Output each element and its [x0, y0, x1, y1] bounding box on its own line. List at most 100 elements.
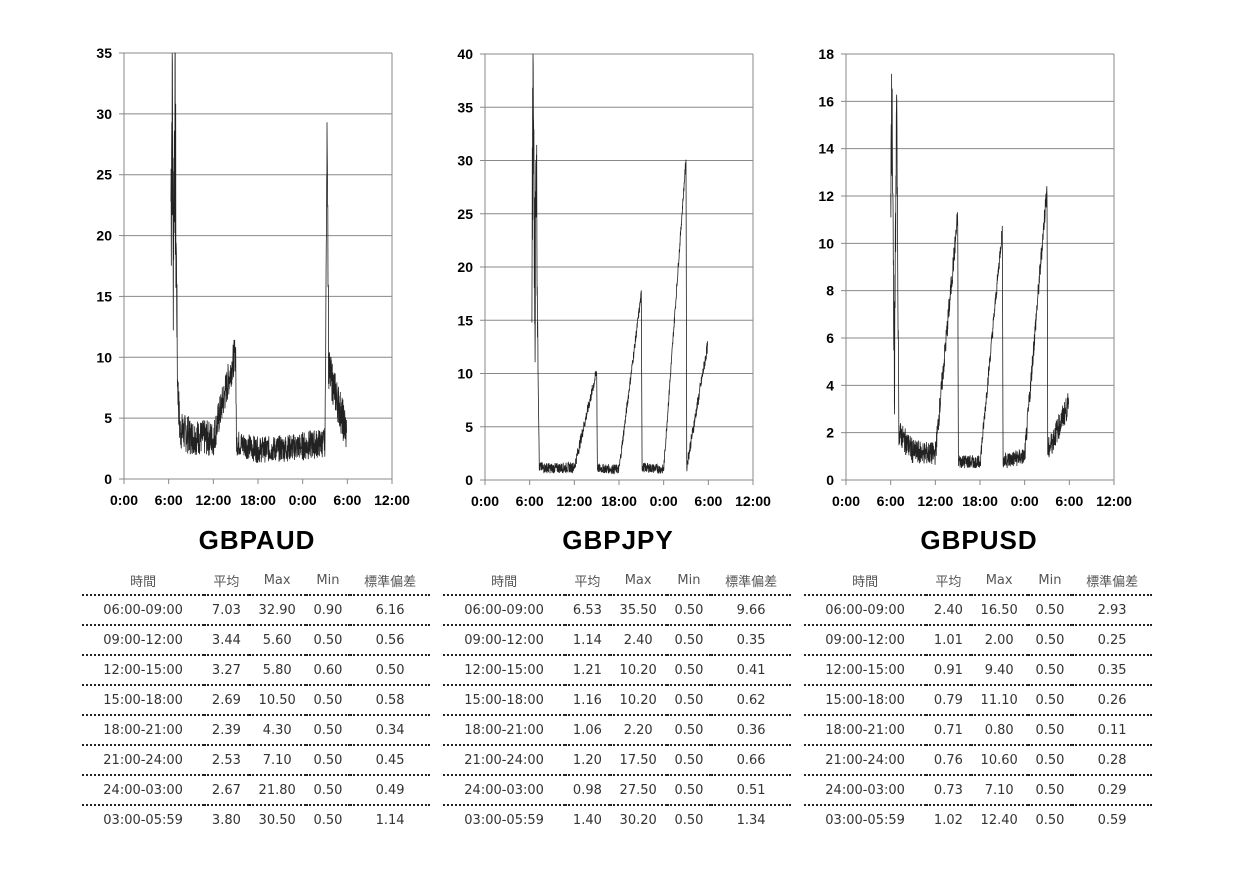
table-cell: 2.40 — [609, 624, 667, 655]
table-row: 18:00-21:00 0.71 0.80 0.50 0.11 — [804, 714, 1152, 745]
table-cell: 0.51 — [711, 774, 791, 805]
table-cell: 2.93 — [1072, 594, 1152, 625]
y-tick-label: 15 — [96, 288, 112, 304]
table-cell: 0.50 — [305, 774, 351, 805]
y-tick-label: 30 — [457, 153, 473, 169]
x-tick-label: 12:00 — [195, 492, 231, 508]
table-row: 09:00-12:00 3.44 5.60 0.50 0.56 — [82, 624, 430, 655]
table-cell: 21:00-24:00 — [804, 744, 927, 775]
table-cell: 0.73 — [926, 774, 971, 805]
table-cell: 2.00 — [970, 624, 1028, 655]
table-cell: 30.20 — [609, 804, 667, 834]
y-tick-label: 14 — [818, 141, 834, 157]
series-line-gbpjpy — [531, 53, 708, 475]
table-row: 03:00-05:59 1.02 12.40 0.50 0.59 — [804, 804, 1152, 834]
table-cell: 0.50 — [1027, 594, 1073, 625]
table-cell: 10.20 — [609, 684, 667, 715]
table-cell: 0.98 — [565, 774, 610, 805]
x-tick-label: 18:00 — [601, 493, 637, 509]
y-tick-label: 6 — [826, 330, 834, 346]
column-header: 時間 — [852, 574, 879, 590]
table-cell: 0.50 — [666, 624, 712, 655]
table-cell: 0.41 — [711, 654, 791, 685]
y-tick-label: 20 — [96, 228, 112, 244]
table-cell: 0.45 — [350, 744, 430, 775]
plot-area: 0 2 4 6 8 10 12 14 16 18 0:00 6:00 12:00 18:00 0:00 6:0… — [818, 46, 1132, 509]
y-tick-label: 4 — [826, 377, 834, 393]
title-gbpjpy: GBPJPY — [562, 525, 674, 555]
y-tick-label: 40 — [457, 46, 473, 62]
table-cell: 5.80 — [248, 654, 306, 685]
stats-table-gbpaud: 時間 平均 Max Min 標準偏差 06:00-09:00 7.03 32.90 0.90 6.… — [82, 566, 430, 834]
table-row: 06:00-09:00 6.53 35.50 0.50 9.66 — [443, 594, 791, 625]
y-tick-label: 16 — [818, 93, 834, 109]
table-cell: 4.30 — [248, 714, 306, 745]
table-cell: 0.50 — [666, 684, 712, 715]
table-cell: 12.40 — [970, 804, 1028, 834]
table-cell: 17.50 — [609, 744, 667, 775]
y-tick-label: 25 — [457, 206, 473, 222]
column-header: 標準偏差 — [1086, 574, 1139, 590]
table-cell: 0.29 — [1072, 774, 1152, 805]
table-cell: 0.50 — [1027, 714, 1073, 745]
x-tick-label: 0:00 — [1011, 493, 1039, 509]
y-tick-label: 0 — [465, 472, 473, 488]
table-cell: 0.50 — [305, 714, 351, 745]
table-row: 12:00-15:00 0.91 9.40 0.50 0.35 — [804, 654, 1152, 685]
table-cell: 0.50 — [305, 624, 351, 655]
y-tick-label: 8 — [826, 283, 834, 299]
y-tick-label: 25 — [96, 167, 112, 183]
table-cell: 9.40 — [970, 654, 1028, 685]
table-cell: 0.56 — [350, 624, 430, 655]
table-cell: 0.71 — [926, 714, 971, 745]
table-row: 15:00-18:00 2.69 10.50 0.50 0.58 — [82, 684, 430, 715]
table-cell: 15:00-18:00 — [804, 684, 927, 715]
table-cell: 2.39 — [204, 714, 249, 745]
y-tick-label: 5 — [465, 419, 473, 435]
table-cell: 1.40 — [565, 804, 610, 834]
y-tick-label: 0 — [104, 471, 112, 487]
table-cell: 35.50 — [609, 594, 667, 625]
table-cell: 6.53 — [565, 594, 610, 625]
table-cell: 0.50 — [1027, 684, 1073, 715]
y-tick-label: 10 — [457, 366, 473, 382]
table-cell: 2.40 — [926, 594, 971, 625]
table-cell: 0.50 — [666, 744, 712, 775]
x-tick-label: 6:00 — [516, 493, 544, 509]
table-row: 18:00-21:00 1.06 2.20 0.50 0.36 — [443, 714, 791, 745]
x-tick-label: 0:00 — [289, 492, 317, 508]
plot-area: 0 5 10 15 20 25 30 35 40 0:00 6:00 12:00 18:00 0:00 6:… — [457, 46, 771, 509]
table-cell: 0.62 — [711, 684, 791, 715]
table-cell: 03:00-05:59 — [804, 804, 927, 834]
x-tick-label: 12:00 — [1096, 493, 1132, 509]
table-cell: 3.44 — [204, 624, 249, 655]
table-row: 21:00-24:00 2.53 7.10 0.50 0.45 — [82, 744, 430, 775]
y-tick-label: 20 — [457, 259, 473, 275]
table-row: 15:00-18:00 1.16 10.20 0.50 0.62 — [443, 684, 791, 715]
table-row: 21:00-24:00 1.20 17.50 0.50 0.66 — [443, 744, 791, 775]
table-cell: 0.79 — [926, 684, 971, 715]
table-cell: 12:00-15:00 — [443, 654, 566, 685]
title-gbpaud: GBPAUD — [198, 525, 316, 555]
column-header: 標準偏差 — [725, 574, 778, 590]
table-cell: 3.80 — [204, 804, 249, 834]
table-cell: 10.50 — [248, 684, 306, 715]
table-cell: 18:00-21:00 — [804, 714, 927, 745]
table-cell: 0.59 — [1072, 804, 1152, 834]
y-tick-label: 35 — [96, 45, 112, 61]
table-cell: 0.35 — [711, 624, 791, 655]
table-cell: 24:00-03:00 — [82, 774, 205, 805]
table-cell: 18:00-21:00 — [82, 714, 205, 745]
table-cell: 0.91 — [926, 654, 971, 685]
table-row: 24:00-03:00 0.98 27.50 0.50 0.51 — [443, 774, 791, 805]
table-cell: 10.20 — [609, 654, 667, 685]
table-cell: 2.69 — [204, 684, 249, 715]
table-cell: 1.16 — [565, 684, 610, 715]
table-cell: 1.14 — [565, 624, 610, 655]
table-cell: 0.50 — [1027, 774, 1073, 805]
table-row: 12:00-15:00 1.21 10.20 0.50 0.41 — [443, 654, 791, 685]
table-cell: 24:00-03:00 — [804, 774, 927, 805]
x-tick-label: 0:00 — [832, 493, 860, 509]
series-line-gbpusd — [890, 73, 1069, 469]
